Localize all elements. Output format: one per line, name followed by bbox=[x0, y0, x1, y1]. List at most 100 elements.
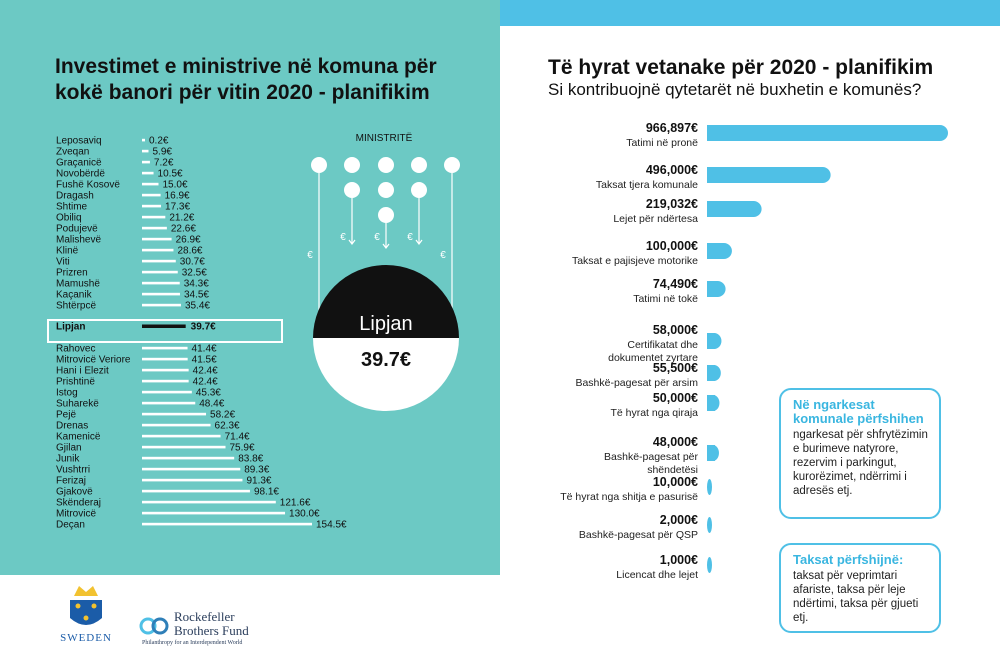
left-row-name: Dragash bbox=[56, 191, 94, 202]
left-row-name: Istog bbox=[56, 388, 78, 399]
euro-symbol: € bbox=[407, 232, 413, 243]
left-value-label: 10.5€ bbox=[158, 169, 183, 180]
left-chart-title: Investimet e ministrive në komuna për ko… bbox=[55, 54, 475, 106]
left-bar bbox=[142, 423, 211, 427]
left-row-name: Skënderaj bbox=[56, 498, 101, 509]
right-category-label: Certifikatat dhe bbox=[627, 339, 698, 351]
circle-name: Lipjan bbox=[359, 313, 412, 335]
arrowhead-icon bbox=[348, 239, 356, 245]
taxes-note-body: taksat për veprimtari afariste, taksa pë… bbox=[793, 570, 919, 624]
left-row-name: Podujevë bbox=[56, 224, 98, 235]
left-value-label: 71.4€ bbox=[225, 432, 250, 443]
left-bar bbox=[142, 478, 243, 482]
left-value-label: 121.6€ bbox=[280, 498, 311, 509]
right-category-label: dokumentet zyrtare bbox=[608, 352, 698, 364]
left-value-label: 42.4€ bbox=[193, 377, 218, 388]
rbf-tagline: Philanthropy for an Interdependent World bbox=[142, 639, 242, 646]
right-value-label: 100,000€ bbox=[646, 239, 698, 253]
left-bar bbox=[142, 204, 162, 208]
top-accent-strip bbox=[500, 0, 1000, 26]
right-category-label: Të hyrat nga qiraja bbox=[610, 407, 698, 419]
left-bar bbox=[142, 346, 188, 350]
left-bar bbox=[142, 401, 196, 405]
left-row-name: Vushtrri bbox=[56, 465, 90, 476]
right-value-label: 1,000€ bbox=[660, 553, 698, 567]
left-value-label: 28.6€ bbox=[177, 246, 202, 257]
left-value-label: 5.9€ bbox=[152, 147, 172, 158]
left-bar bbox=[142, 489, 250, 493]
left-bar bbox=[142, 160, 150, 164]
left-row-name: Mitrovicë bbox=[56, 509, 96, 520]
left-bar bbox=[142, 379, 189, 383]
right-bar bbox=[707, 557, 712, 573]
right-bar bbox=[707, 125, 948, 141]
left-row-name: Mitrovicë Veriore bbox=[56, 355, 131, 366]
right-category-label: Bashkë-pagesat për arsim bbox=[575, 377, 698, 389]
left-value-label: 91.3€ bbox=[246, 476, 271, 487]
left-row-name: Lipjan bbox=[56, 322, 85, 333]
left-row-name: Junik bbox=[56, 454, 80, 465]
right-value-label: 55,500€ bbox=[653, 361, 698, 375]
left-row-name: Prishtinë bbox=[56, 377, 95, 388]
left-row-name: Rahovec bbox=[56, 344, 95, 355]
right-chart-subtitle: Si kontribuojnë qytetarët në buxhetin e … bbox=[548, 80, 922, 99]
left-bar bbox=[142, 270, 178, 274]
ministry-node bbox=[444, 157, 460, 173]
left-row-name: Shtërpcë bbox=[56, 301, 96, 312]
left-value-label: 17.3€ bbox=[165, 202, 190, 213]
left-bar bbox=[142, 412, 207, 416]
left-value-label: 45.3€ bbox=[196, 388, 221, 399]
left-bar bbox=[142, 368, 189, 372]
left-bar bbox=[142, 445, 226, 449]
left-value-label: 39.7€ bbox=[191, 322, 216, 333]
right-bar bbox=[707, 479, 712, 495]
charges-note: Në ngarkesat komunale përfshihen ngarkes… bbox=[779, 388, 941, 519]
left-row-name: Fushë Kosovë bbox=[56, 180, 120, 191]
ministry-node bbox=[311, 157, 327, 173]
right-value-label: 966,897€ bbox=[646, 121, 698, 135]
euro-symbol: € bbox=[440, 250, 446, 261]
left-bar bbox=[142, 303, 181, 307]
right-value-label: 58,000€ bbox=[653, 323, 698, 337]
left-row-name: Mamushë bbox=[56, 279, 100, 290]
left-row-name: Kamenicë bbox=[56, 432, 101, 443]
right-value-label: 496,000€ bbox=[646, 163, 698, 177]
left-value-label: 83.8€ bbox=[238, 454, 263, 465]
left-bar bbox=[142, 357, 188, 361]
euro-symbol: € bbox=[340, 232, 346, 243]
left-value-label: 98.1€ bbox=[254, 487, 279, 498]
taxes-note-title: Taksat përfshijnë: bbox=[793, 552, 904, 567]
right-category-label: Tatimi në pronë bbox=[626, 137, 698, 149]
left-row-name: Leposaviq bbox=[56, 136, 102, 147]
left-value-label: 42.4€ bbox=[193, 366, 218, 377]
left-row-name: Graçanicë bbox=[56, 158, 102, 169]
left-title-line2: kokë banori për vitin 2020 - planifikim bbox=[55, 81, 430, 104]
left-title-line1: Investimet e ministrive në komuna për bbox=[55, 55, 437, 78]
left-bar bbox=[142, 456, 235, 460]
left-row-name: Klinë bbox=[56, 246, 79, 257]
right-category-label: Taksat e pajisjeve motorike bbox=[572, 255, 698, 267]
arrowhead-icon bbox=[382, 243, 390, 249]
ministry-node bbox=[411, 182, 427, 198]
left-value-label: 130.0€ bbox=[289, 509, 320, 520]
left-value-label: 48.4€ bbox=[199, 399, 224, 410]
ministry-node bbox=[378, 182, 394, 198]
left-bar bbox=[142, 182, 159, 186]
highlight-box bbox=[47, 319, 283, 343]
left-row-name: Ferizaj bbox=[56, 476, 86, 487]
left-value-label: 41.4€ bbox=[192, 344, 217, 355]
left-bar bbox=[142, 522, 312, 526]
lipjan-circle: Lipjan 39.7€ bbox=[313, 265, 459, 411]
ministry-node bbox=[344, 182, 360, 198]
ministry-node bbox=[411, 157, 427, 173]
circle-value: 39.7€ bbox=[361, 349, 411, 371]
left-bar bbox=[142, 248, 174, 252]
left-row-name: Suharekë bbox=[56, 399, 99, 410]
right-category-label: shëndetësi bbox=[647, 464, 698, 476]
right-value-label: 50,000€ bbox=[653, 391, 698, 405]
left-value-label: 16.9€ bbox=[165, 191, 190, 202]
left-bar bbox=[142, 226, 167, 230]
left-bar bbox=[142, 390, 192, 394]
left-row-name: Gjilan bbox=[56, 443, 82, 454]
